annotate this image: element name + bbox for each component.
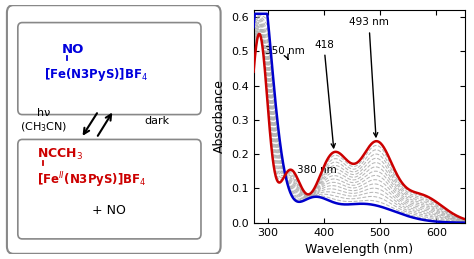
Text: 350 nm: 350 nm — [265, 46, 305, 59]
Text: NO: NO — [62, 44, 84, 56]
FancyBboxPatch shape — [7, 5, 220, 254]
Text: 493 nm: 493 nm — [349, 17, 389, 137]
Text: hν
(CH$_3$CN): hν (CH$_3$CN) — [20, 107, 68, 134]
Text: [Fe(N3PyS)]BF$_4$: [Fe(N3PyS)]BF$_4$ — [44, 66, 148, 83]
Text: [Fe$^{II}$(N3PyS)]BF$_4$: [Fe$^{II}$(N3PyS)]BF$_4$ — [37, 171, 147, 190]
Text: dark: dark — [145, 116, 170, 126]
Text: + NO: + NO — [92, 204, 127, 217]
FancyBboxPatch shape — [18, 139, 201, 239]
FancyBboxPatch shape — [18, 23, 201, 114]
Text: 380 nm: 380 nm — [297, 165, 337, 175]
Text: NCCH$_3$: NCCH$_3$ — [37, 147, 84, 162]
Text: 418: 418 — [314, 40, 335, 148]
X-axis label: Wavelength (nm): Wavelength (nm) — [305, 243, 413, 256]
Y-axis label: Absorbance: Absorbance — [212, 80, 226, 154]
